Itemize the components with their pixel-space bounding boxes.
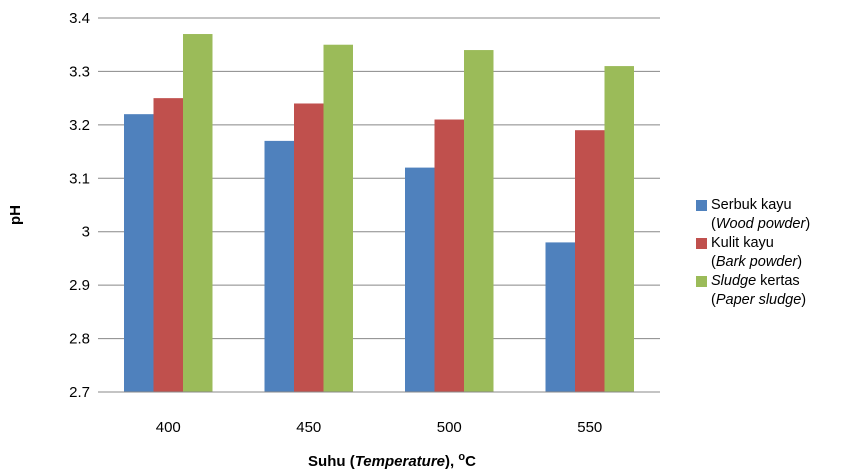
legend-label-part: Serbuk kayu bbox=[711, 197, 792, 213]
legend-label-part: ( bbox=[711, 292, 716, 308]
bar-series-0-550 bbox=[545, 242, 575, 392]
legend-label-line: Serbuk kayu bbox=[711, 196, 810, 215]
bar-series-2-400 bbox=[183, 34, 213, 393]
y-tick-label: 2.7 bbox=[69, 384, 90, 401]
legend-swatch bbox=[696, 238, 707, 249]
legend-label-line: (Wood powder) bbox=[711, 215, 810, 234]
bar-series-2-500 bbox=[464, 50, 494, 393]
y-tick-label: 3.4 bbox=[69, 10, 90, 27]
x-axis-title-sup: o bbox=[458, 451, 465, 463]
legend-label-line: Sludge kertas bbox=[711, 272, 810, 291]
bar-series-1-550 bbox=[575, 130, 605, 392]
legend-entry-0: Serbuk kayu (Wood powder) bbox=[696, 196, 810, 234]
bar-series-2-450 bbox=[323, 44, 353, 392]
legend-label-part: ) bbox=[797, 254, 803, 270]
bar-series-2-550 bbox=[604, 66, 634, 392]
legend-label-part: ( bbox=[711, 216, 716, 232]
legend-label-part: ( bbox=[711, 254, 716, 270]
legend-entry-2: Sludge kertas (Paper sludge) bbox=[696, 272, 810, 310]
x-tick-label: 500 bbox=[437, 419, 462, 436]
y-axis-title: pH bbox=[7, 205, 24, 225]
legend-label-line: (Bark powder) bbox=[711, 253, 810, 272]
x-tick-label: 550 bbox=[577, 419, 602, 436]
legend-label-line: Kulit kayu bbox=[711, 234, 810, 253]
x-axis-title-italic: Temperature bbox=[355, 453, 445, 470]
bar-series-1-400 bbox=[153, 98, 183, 393]
legend-label-part: kertas bbox=[756, 273, 800, 289]
legend-label-part: Sludge bbox=[711, 273, 757, 289]
bar-series-1-450 bbox=[294, 103, 324, 392]
y-tick-label: 3.2 bbox=[69, 117, 90, 134]
x-tick-label: 400 bbox=[156, 419, 181, 436]
bar-series-0-450 bbox=[264, 140, 294, 392]
y-tick-label: 2.9 bbox=[69, 277, 90, 294]
legend-label-part: ) bbox=[801, 292, 807, 308]
legend-label-part: Bark powder bbox=[715, 254, 798, 270]
y-tick-label: 3.3 bbox=[69, 63, 90, 80]
x-axis-title-pre: Suhu ( bbox=[308, 453, 355, 470]
legend-swatch bbox=[696, 276, 707, 287]
legend-label-part: Paper sludge bbox=[715, 292, 802, 308]
x-tick-labels: 400 450 500 550 bbox=[156, 419, 603, 436]
bars bbox=[124, 34, 634, 393]
y-tick-label: 3.1 bbox=[69, 170, 90, 187]
bar-series-0-500 bbox=[405, 167, 435, 392]
x-axis-title-post: ), bbox=[445, 453, 458, 470]
bar-series-1-500 bbox=[434, 119, 464, 392]
bar-series-0-400 bbox=[124, 114, 154, 393]
legend-entry-1: Kulit kayu (Bark powder) bbox=[696, 234, 810, 272]
legend-label-part: Wood powder bbox=[715, 216, 806, 232]
legend: Serbuk kayu (Wood powder) Kulit kayu (Bark … bbox=[696, 196, 810, 310]
y-tick-label: 3 bbox=[82, 224, 90, 241]
x-tick-label: 450 bbox=[296, 419, 321, 436]
legend-label-part: ) bbox=[805, 216, 811, 232]
y-tick-labels: 2.7 2.8 2.9 3 3.1 3.2 3.3 3.4 bbox=[69, 10, 90, 401]
legend-swatch bbox=[696, 200, 707, 211]
legend-label-line: (Paper sludge) bbox=[711, 291, 810, 310]
legend-label-part: Kulit kayu bbox=[711, 235, 774, 251]
x-axis-title: Suhu (Temperature), oC bbox=[308, 451, 476, 470]
x-axis-title-unit: C bbox=[465, 453, 476, 470]
y-tick-label: 2.8 bbox=[69, 331, 90, 348]
